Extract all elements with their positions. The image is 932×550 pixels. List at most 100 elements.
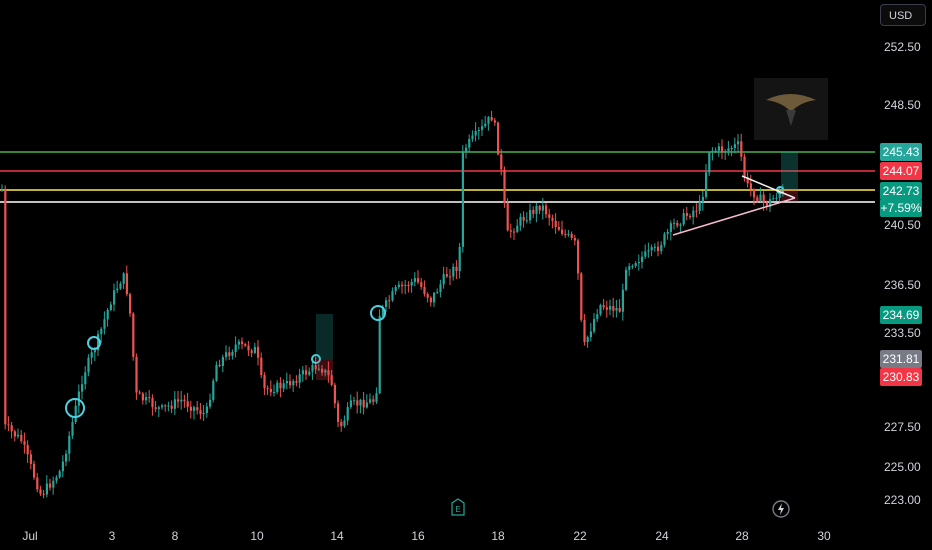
candle-body (513, 231, 516, 233)
candle-body (577, 240, 580, 274)
candle-body (189, 406, 192, 411)
candle-body (506, 203, 509, 231)
candle-body (666, 231, 669, 234)
candle-body (583, 319, 586, 343)
candle-body (106, 309, 109, 320)
candle-body (4, 189, 7, 425)
candle-body (545, 205, 548, 215)
candle-body (551, 217, 554, 221)
candle-body (474, 131, 477, 136)
candle-body (673, 222, 676, 224)
price-tag-last: 242.73 (880, 182, 922, 200)
candle-body (375, 393, 378, 402)
candle-body (20, 434, 23, 442)
candle-body (183, 399, 186, 402)
price-tag-green: 245.43 (880, 143, 922, 161)
candle-body (730, 147, 733, 149)
candle-body (493, 120, 496, 123)
candle-body (772, 198, 775, 200)
marker-circle[interactable] (87, 336, 101, 350)
target-zone[interactable] (781, 152, 798, 190)
candle-body (260, 357, 263, 376)
candle-body (90, 352, 93, 358)
candle-body (429, 297, 432, 303)
candle-body (724, 151, 727, 153)
price-axis[interactable]: 252.50 248.50 240.50 236.50 233.50 227.50 225.… (884, 40, 921, 507)
candle-body (154, 407, 157, 409)
candle-body (657, 246, 660, 252)
candle-body (634, 263, 637, 266)
candle-body (45, 483, 48, 495)
candle-body (145, 397, 148, 401)
marker-circle[interactable] (65, 398, 85, 418)
candle-body (285, 381, 288, 384)
candle-body (359, 399, 362, 406)
lightning-icon[interactable] (771, 499, 791, 519)
candle-body (292, 381, 295, 386)
marker-circle[interactable] (370, 305, 386, 321)
candle-body (538, 205, 541, 211)
y-tick-label: 240.50 (884, 218, 921, 232)
candle-body (209, 399, 212, 407)
candle-body (196, 407, 199, 411)
stop-zone[interactable] (316, 360, 333, 380)
candle-body (180, 399, 183, 402)
target-zone[interactable] (316, 314, 333, 360)
time-axis[interactable]: Jul 3 8 10 14 16 18 22 24 28 30 (22, 529, 831, 543)
earnings-icon[interactable]: E (451, 498, 465, 516)
candle-body (378, 315, 381, 394)
candle-body (61, 461, 64, 472)
candle-body (346, 407, 349, 421)
x-tick-label: 16 (411, 529, 425, 543)
candle-body (743, 156, 746, 178)
candle-body (199, 410, 202, 415)
candle-body (17, 434, 20, 437)
candle-body (269, 388, 272, 393)
candle-body (468, 139, 471, 148)
candle-body (215, 364, 218, 381)
candle-body (692, 210, 695, 218)
candle-body (567, 233, 570, 235)
candle-body (503, 169, 506, 204)
candle-body (138, 392, 141, 394)
candle-body (218, 364, 221, 366)
candle-body (564, 233, 567, 235)
candle-body (433, 292, 436, 303)
candle-body (689, 215, 692, 218)
candle-body (170, 405, 173, 409)
candle-body (628, 266, 631, 270)
candle-body (461, 152, 464, 247)
candle-body (397, 284, 400, 288)
candle-body (775, 197, 778, 199)
candle-body (212, 380, 215, 400)
candle-body (193, 407, 196, 411)
candle-body (701, 196, 704, 202)
candle-body (337, 403, 340, 422)
candle-body (141, 393, 144, 401)
candle-body (765, 202, 768, 207)
candle-body (250, 350, 253, 353)
candle-body (122, 273, 125, 284)
candle-body (532, 210, 535, 214)
candle-body (333, 384, 336, 404)
x-tick-label: 14 (330, 529, 344, 543)
candle-body (68, 435, 71, 454)
candle-body (234, 344, 237, 352)
candle-body (749, 183, 752, 190)
candle-body (625, 269, 628, 290)
price-tag-red: 244.07 (880, 162, 922, 180)
candle-body (353, 400, 356, 402)
candle-body (231, 351, 234, 356)
x-tick-label: 28 (735, 529, 749, 543)
price-tag-p230: 230.83 (880, 368, 922, 386)
currency-button[interactable]: USD (880, 4, 926, 26)
candle-body (7, 424, 10, 426)
candle-body (714, 150, 717, 152)
candle-body (221, 357, 224, 366)
marker-circle[interactable] (311, 354, 321, 364)
candle-body (529, 210, 532, 221)
trend-line[interactable] (672, 197, 796, 236)
candle-body (29, 454, 32, 464)
trend-line[interactable] (741, 175, 796, 199)
